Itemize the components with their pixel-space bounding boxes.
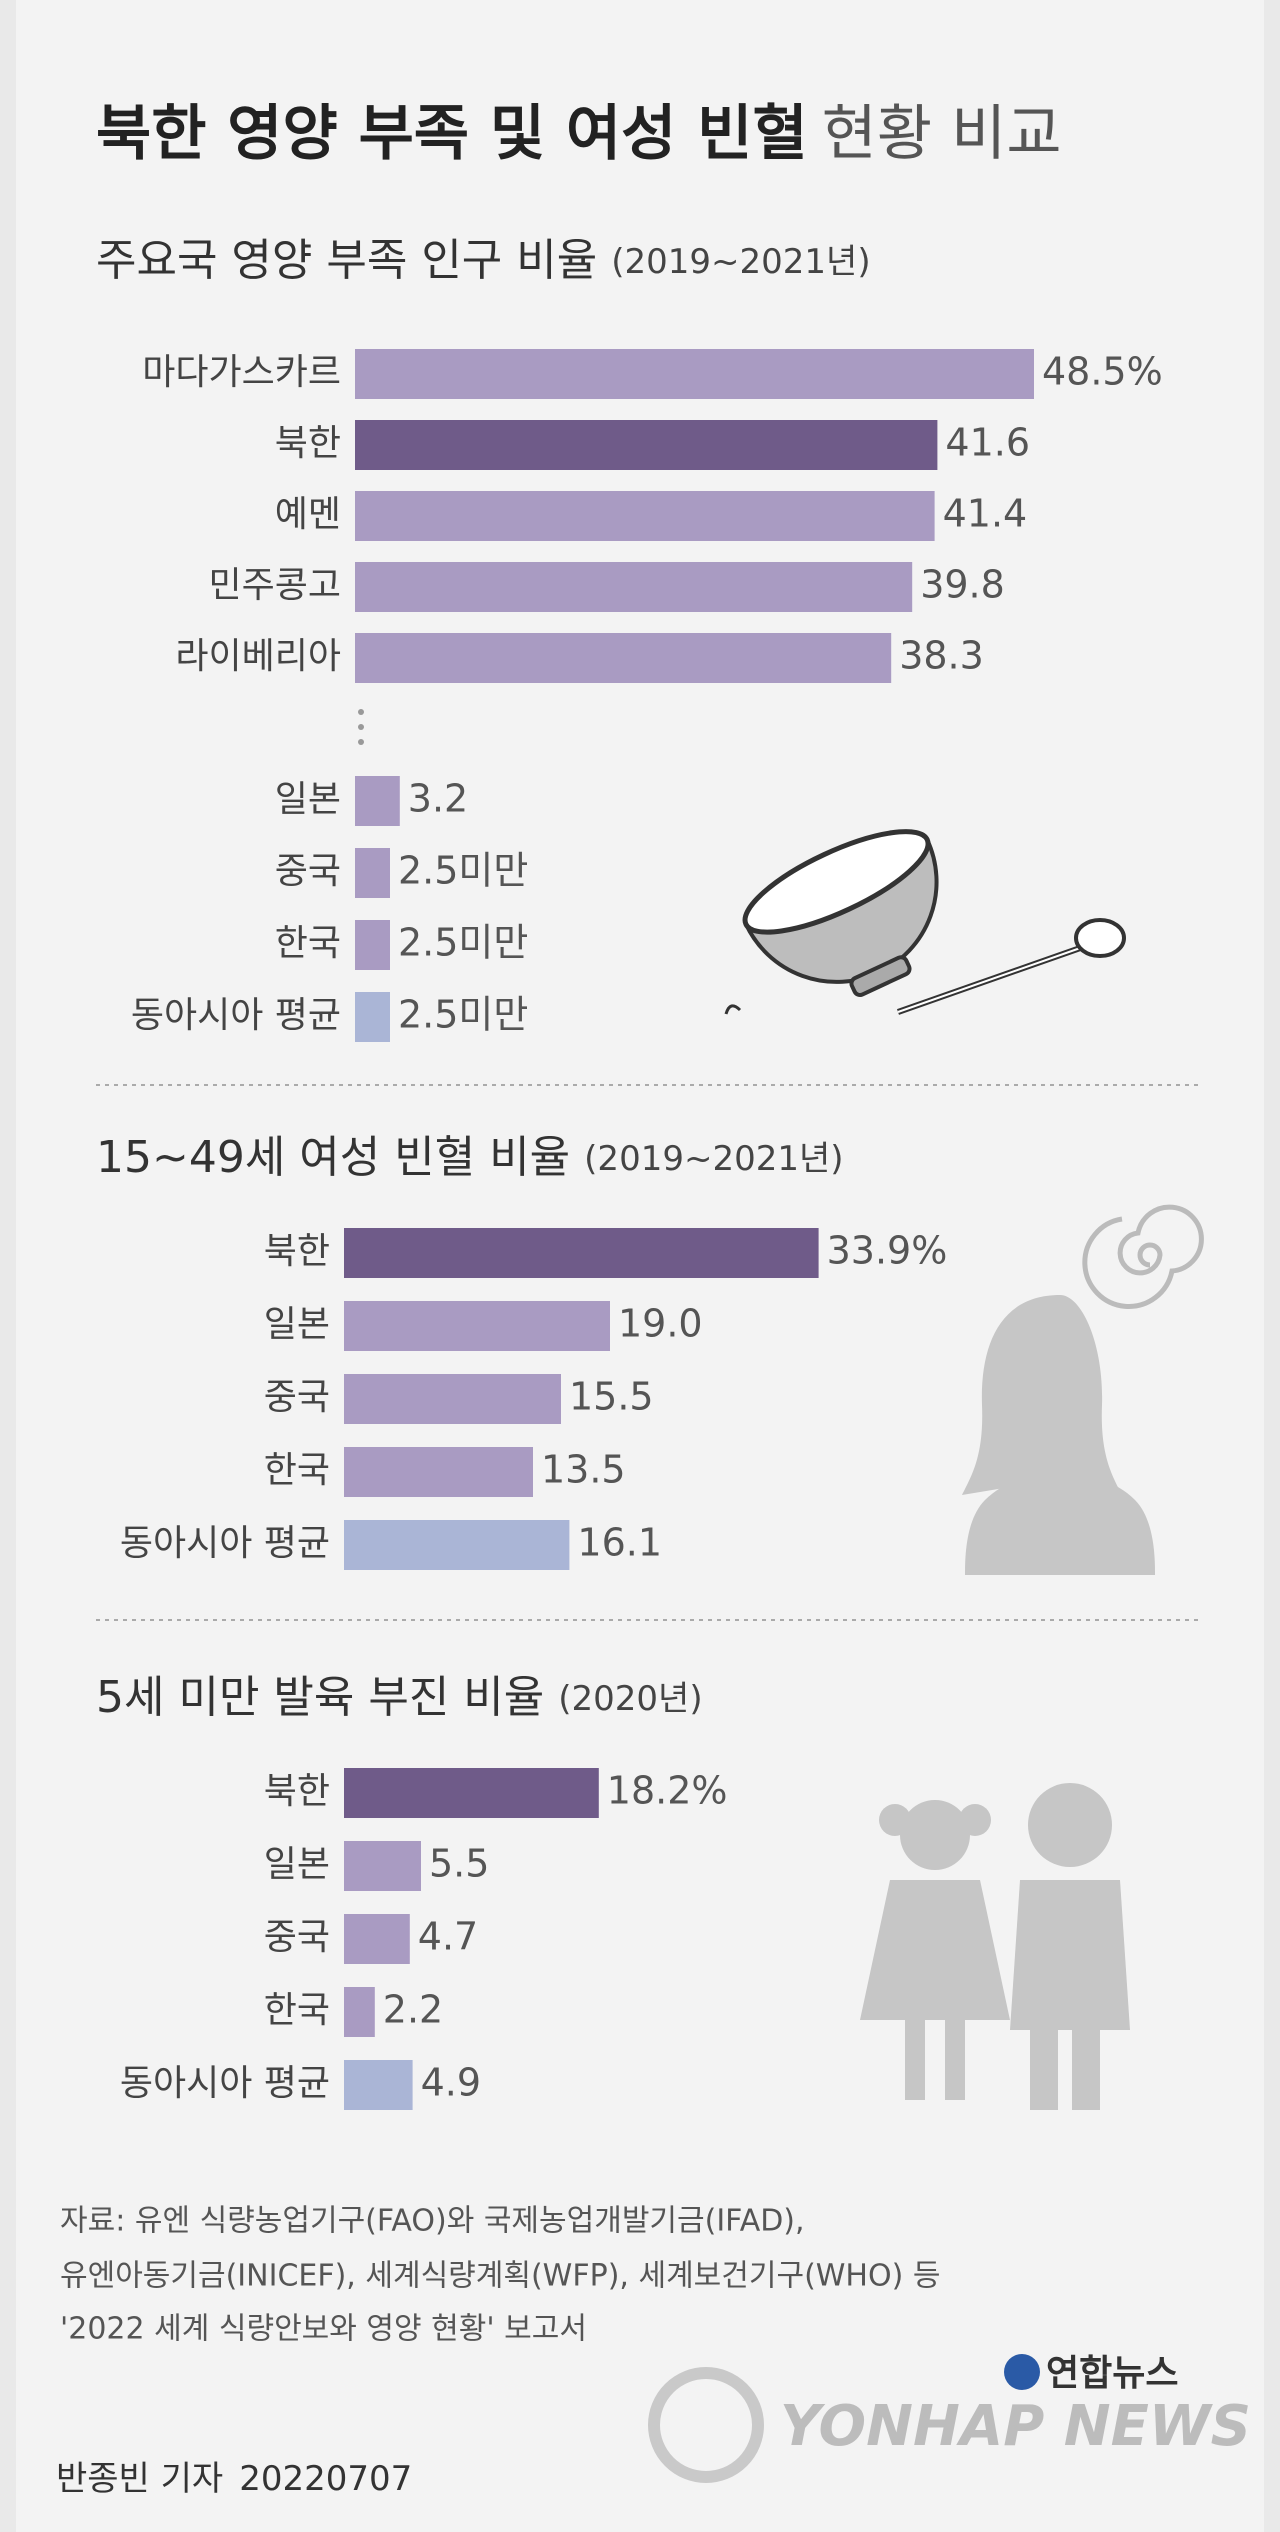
category-label: 동아시아 평균 <box>120 1523 330 1564</box>
title-bold: 북한 영양 부족 및 여성 빈혈 <box>96 99 808 169</box>
category-label: 한국 <box>264 1450 330 1491</box>
bar <box>344 1841 421 1891</box>
date: 20220707 <box>239 2459 412 2499</box>
category-label: 예멘 <box>275 494 341 535</box>
value-label: 4.9 <box>421 2061 481 2105</box>
chart-subtitle: (2020년) <box>558 1679 702 1719</box>
category-label: 일본 <box>264 1844 330 1885</box>
bar <box>355 633 892 683</box>
value-label: 38.3 <box>899 634 984 678</box>
category-label: 민주콩고 <box>209 565 341 606</box>
chart-title-text: 주요국 영양 부족 인구 비율 <box>96 235 597 286</box>
category-label: 중국 <box>275 851 341 892</box>
title-light: 현황 비교 <box>822 99 1062 169</box>
source-line: '2022 세계 식량안보와 영양 현황' 보고서 <box>60 2312 587 2347</box>
category-label: 북한 <box>264 1771 330 1812</box>
logo-korean: 연합뉴스 <box>1046 2353 1178 2394</box>
bar <box>344 1520 570 1570</box>
chart-subtitle: (2019~2021년) <box>611 242 870 282</box>
category-label: 라이베리아 <box>175 636 341 677</box>
value-label: 18.2% <box>607 1769 728 1813</box>
chart-title: 5세 미만 발육 부진 비율 (2020년) <box>96 1672 703 1723</box>
logo-english: YONHAP NEWS <box>780 2394 1251 2459</box>
value-label: 16.1 <box>577 1521 662 1565</box>
category-label: 중국 <box>264 1377 330 1418</box>
bar <box>344 1447 533 1497</box>
source-line: 유엔아동기금(INICEF), 세계식량계획(WFP), 세계보건기구(WHO)… <box>60 2259 940 2294</box>
chart-title: 15~49세 여성 빈혈 비율 (2019~2021년) <box>96 1132 844 1183</box>
category-label: 일본 <box>275 779 341 820</box>
category-label: 한국 <box>275 923 341 964</box>
category-label: 북한 <box>275 423 341 464</box>
bar <box>355 992 390 1042</box>
value-label: 48.5% <box>1042 350 1163 394</box>
value-label: 5.5 <box>429 1842 489 1886</box>
value-label: 2.2 <box>383 1988 443 2032</box>
value-label: 2.5미만 <box>398 993 528 1037</box>
bar <box>344 1374 561 1424</box>
value-label: 13.5 <box>541 1448 626 1492</box>
category-label: 북한 <box>264 1231 330 1272</box>
bar <box>344 1987 375 2037</box>
value-label: 19.0 <box>618 1302 703 1346</box>
bowl-icon <box>724 829 1126 1015</box>
bar <box>344 1301 610 1351</box>
ellipsis-dots <box>358 709 364 745</box>
bar <box>355 848 390 898</box>
bar <box>355 776 400 826</box>
category-label: 한국 <box>264 1990 330 2031</box>
bar <box>355 920 390 970</box>
chart-title-text: 5세 미만 발육 부진 비율 <box>96 1672 544 1723</box>
children-icon <box>860 1783 1130 2110</box>
bar <box>355 491 935 541</box>
category-label: 중국 <box>264 1917 330 1958</box>
category-label: 마다가스카르 <box>142 352 341 393</box>
logo-mark <box>648 2367 764 2483</box>
chart-title-text: 15~49세 여성 빈혈 비율 <box>96 1132 570 1183</box>
bar <box>355 562 913 612</box>
main-title: 북한 영양 부족 및 여성 빈혈 현황 비교 <box>96 99 1062 169</box>
value-label: 2.5미만 <box>398 921 528 965</box>
value-label: 15.5 <box>569 1375 654 1419</box>
value-label: 2.5미만 <box>398 849 528 893</box>
byline: 반종빈 기자 20220707 <box>56 2459 412 2499</box>
bar <box>355 349 1034 399</box>
value-label: 39.8 <box>920 563 1005 607</box>
source-line: 자료: 유엔 식량농업기구(FAO)와 국제농업개발기금(IFAD), <box>60 2204 805 2239</box>
chart-subtitle: (2019~2021년) <box>584 1139 843 1179</box>
category-label: 일본 <box>264 1304 330 1345</box>
bar <box>344 2060 413 2110</box>
value-label: 41.6 <box>945 421 1030 465</box>
bar <box>355 420 938 470</box>
reporter: 반종빈 기자 <box>56 2459 223 2499</box>
bar <box>344 1768 599 1818</box>
value-label: 33.9% <box>827 1229 948 1273</box>
logo-dot <box>1004 2354 1040 2390</box>
chart-title: 주요국 영양 부족 인구 비율 (2019~2021년) <box>96 235 871 286</box>
bar <box>344 1228 819 1278</box>
category-label: 동아시아 평균 <box>120 2063 330 2104</box>
woman-icon <box>962 1204 1204 1575</box>
value-label: 4.7 <box>418 1915 478 1959</box>
bar <box>344 1914 410 1964</box>
value-label: 41.4 <box>943 492 1028 536</box>
value-label: 3.2 <box>408 777 468 821</box>
category-label: 동아시아 평균 <box>131 995 341 1036</box>
